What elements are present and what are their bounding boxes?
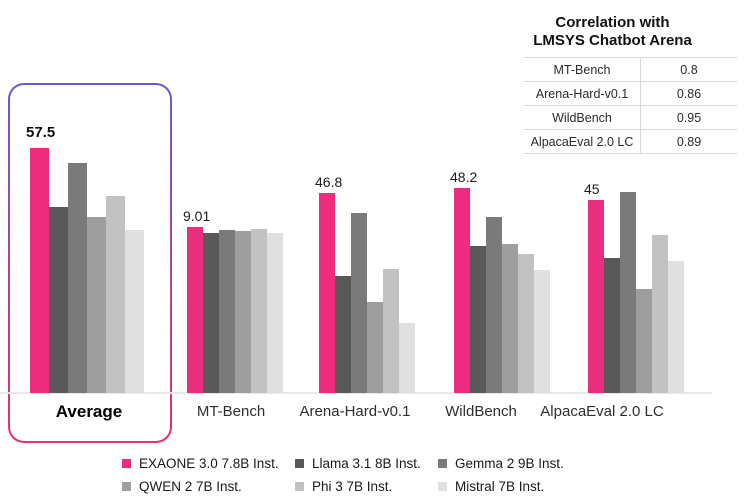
legend-swatch-icon: [295, 482, 304, 491]
bar-llama-3-1-8b-inst-: [335, 276, 351, 393]
bar-phi-3-7b-inst-: [518, 254, 534, 393]
legend-label: Llama 3.1 8B Inst.: [312, 456, 421, 471]
category-label-mt-bench: MT-Bench: [196, 403, 266, 420]
bar-phi-3-7b-inst-: [383, 269, 399, 393]
bar-mistral-7b-inst-: [125, 230, 144, 393]
legend-swatch-icon: [122, 482, 131, 491]
legend-label: Phi 3 7B Inst.: [312, 479, 393, 494]
legend-label: Mistral 7B Inst.: [455, 479, 545, 494]
bar-gemma-2-9b-inst-: [486, 217, 502, 393]
correlation-table-title: Correlation with LMSYS Chatbot Arena: [505, 14, 720, 50]
bar-llama-3-1-8b-inst-: [470, 246, 486, 393]
table-row: MT-Bench 0.8: [524, 57, 737, 81]
category-label-average: Average: [55, 402, 123, 421]
category-label-wildbench: WildBench: [445, 403, 517, 420]
bar-phi-3-7b-inst-: [652, 235, 668, 393]
legend-swatch-icon: [438, 459, 447, 468]
bar-gemma-2-9b-inst-: [68, 163, 87, 393]
bar-value-label: 48.2: [450, 169, 478, 185]
bar-group-average: 57.5: [26, 124, 144, 393]
bar-exaone-3-0-7-8b-inst-: [588, 200, 604, 393]
legend-item: Mistral 7B Inst.: [438, 475, 564, 498]
bar-gemma-2-9b-inst-: [620, 192, 636, 393]
bar-value-label: 9.01: [183, 208, 211, 224]
table-cell-label: AlpacaEval 2.0 LC: [524, 130, 641, 153]
correlation-table: MT-Bench 0.8 Arena-Hard-v0.1 0.86 WildBe…: [524, 57, 737, 154]
table-cell-label: WildBench: [524, 106, 641, 129]
category-label-arena-hard-v0-1: Arena-Hard-v0.1: [299, 403, 411, 420]
legend-swatch-icon: [295, 459, 304, 468]
bar-qwen-2-7b-inst-: [636, 289, 652, 393]
bar-qwen-2-7b-inst-: [367, 302, 383, 393]
legend-item: Llama 3.1 8B Inst.: [295, 452, 438, 475]
bar-qwen-2-7b-inst-: [235, 231, 251, 393]
legend-label: Gemma 2 9B Inst.: [455, 456, 564, 471]
legend-label: QWEN 2 7B Inst.: [139, 479, 242, 494]
bar-exaone-3-0-7-8b-inst-: [30, 148, 49, 393]
bar-exaone-3-0-7-8b-inst-: [319, 193, 335, 393]
table-cell-label: MT-Bench: [524, 58, 641, 81]
bar-llama-3-1-8b-inst-: [203, 233, 219, 393]
bar-group-mt-bench: 9.01: [183, 208, 283, 393]
bar-exaone-3-0-7-8b-inst-: [454, 188, 470, 393]
legend-item: QWEN 2 7B Inst.: [122, 475, 295, 498]
chart-legend: EXAONE 3.0 7.8B Inst. Llama 3.1 8B Inst.…: [122, 452, 564, 498]
bar-gemma-2-9b-inst-: [219, 230, 235, 393]
bar-phi-3-7b-inst-: [251, 229, 267, 393]
bar-mistral-7b-inst-: [399, 323, 415, 393]
bar-llama-3-1-8b-inst-: [49, 207, 68, 393]
bar-value-label: 45: [584, 181, 600, 197]
bar-qwen-2-7b-inst-: [87, 217, 106, 393]
bar-mistral-7b-inst-: [668, 261, 684, 393]
bar-group-alpacaeval-2-0-lc: 45: [584, 181, 684, 393]
legend-item: EXAONE 3.0 7.8B Inst.: [122, 452, 295, 475]
bar-exaone-3-0-7-8b-inst-: [187, 227, 203, 393]
table-cell-value: 0.89: [676, 134, 702, 149]
legend-swatch-icon: [122, 459, 131, 468]
bar-value-label: 46.8: [315, 174, 343, 190]
table-row: Arena-Hard-v0.1 0.86: [524, 81, 737, 105]
legend-swatch-icon: [438, 482, 447, 491]
table-cell-value: 0.8: [680, 62, 698, 77]
bar-phi-3-7b-inst-: [106, 196, 125, 393]
x-axis-baseline: [0, 392, 712, 394]
legend-label: EXAONE 3.0 7.8B Inst.: [139, 456, 279, 471]
legend-item: Gemma 2 9B Inst.: [438, 452, 564, 475]
legend-item: Phi 3 7B Inst.: [295, 475, 438, 498]
bar-value-label: 57.5: [26, 124, 56, 141]
bar-llama-3-1-8b-inst-: [604, 258, 620, 393]
category-label-alpacaeval-2-0-lc: AlpacaEval 2.0 LC: [540, 403, 664, 420]
bar-group-wildbench: 48.2: [450, 169, 550, 393]
bar-qwen-2-7b-inst-: [502, 244, 518, 393]
bar-mistral-7b-inst-: [267, 233, 283, 393]
table-cell-label: Arena-Hard-v0.1: [524, 82, 641, 105]
table-cell-value: 0.95: [676, 110, 702, 125]
bar-gemma-2-9b-inst-: [351, 213, 367, 393]
table-row: WildBench 0.95: [524, 105, 737, 129]
correlation-table-title-line1: Correlation with: [555, 14, 670, 31]
bar-mistral-7b-inst-: [534, 270, 550, 393]
correlation-table-title-line2: LMSYS Chatbot Arena: [533, 32, 692, 49]
bar-group-arena-hard-v0-1: 46.8: [315, 174, 415, 393]
table-row: AlpacaEval 2.0 LC 0.89: [524, 129, 737, 154]
table-cell-value: 0.86: [676, 86, 702, 101]
